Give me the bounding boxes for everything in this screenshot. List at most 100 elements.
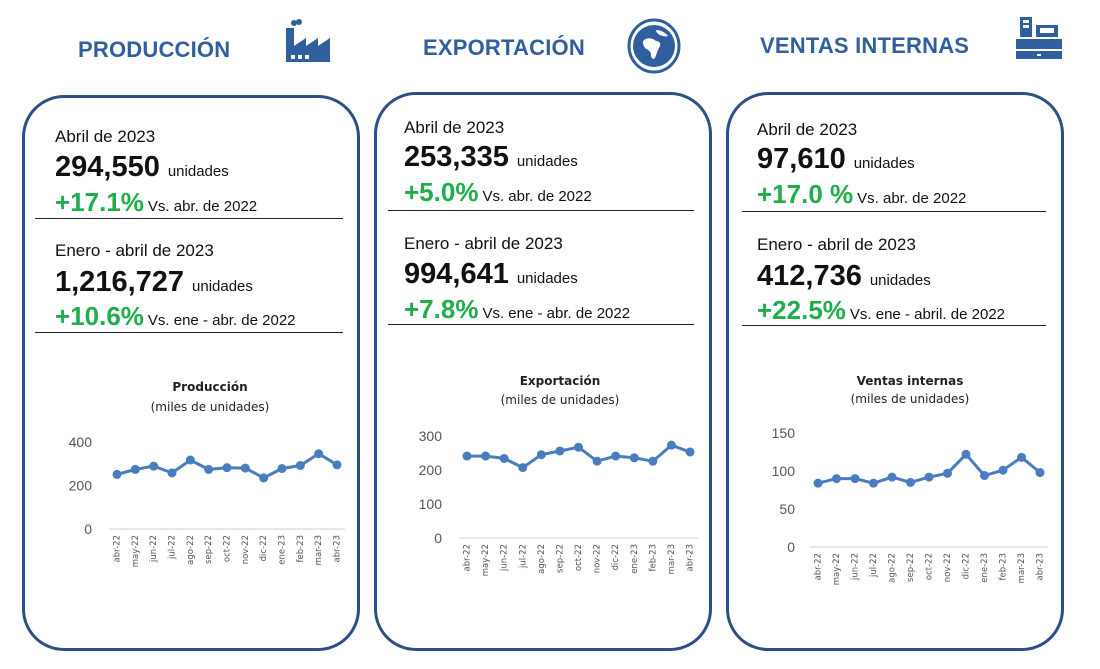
chart-title: Exportación: [520, 374, 601, 388]
x-tick-label: mar-23: [667, 544, 677, 574]
x-tick-label: jun-22: [500, 544, 510, 572]
header-produccion: PRODUCCIÓN: [78, 37, 231, 62]
ytd-change: +22.5% Vs. ene - abril. de 2022: [757, 295, 1006, 325]
x-tick-label: oct-22: [574, 544, 584, 571]
ytd-value: 994,641 unidades: [404, 258, 578, 290]
month-value: 253,335 unidades: [404, 141, 578, 173]
x-tick-label: may-22: [481, 544, 491, 576]
ytd-value: 1,216,727 unidades: [55, 266, 253, 298]
divider: [388, 210, 694, 211]
x-tick-label: abr-23: [1036, 553, 1046, 580]
x-tick-label: sep-22: [204, 535, 214, 564]
ytd-label: Enero - abril de 2023: [55, 241, 214, 260]
x-tick-label: jul-22: [168, 535, 178, 560]
data-point: [314, 449, 324, 459]
x-tick-label: abr-22: [463, 544, 473, 571]
y-tick-label: 400: [69, 434, 93, 450]
x-tick-label: feb-23: [648, 544, 658, 572]
x-tick-label: ago-22: [186, 535, 196, 565]
panel-produccion: [22, 95, 360, 651]
data-point: [592, 456, 602, 466]
data-point: [222, 463, 232, 473]
data-point: [332, 460, 342, 470]
data-point: [240, 463, 250, 473]
x-tick-label: dic-22: [611, 544, 621, 570]
ytd-label: Enero - abril de 2023: [404, 234, 563, 253]
x-tick-label: mar-23: [314, 535, 324, 565]
month-change: +5.0% Vs. abr. de 2022: [404, 177, 592, 207]
x-tick-label: ago-22: [537, 544, 547, 574]
data-point: [277, 464, 287, 474]
x-tick-label: oct-22: [925, 553, 935, 580]
header-ventas-internas: VENTAS INTERNAS: [760, 33, 970, 58]
y-tick-label: 100: [772, 463, 796, 479]
data-point: [887, 472, 897, 482]
chart-ventas-internas: Ventas internas (miles de unidades) 0 50 100…: [772, 374, 1048, 585]
data-point: [961, 449, 971, 459]
x-tick-label: abr-23: [333, 535, 343, 562]
x-tick-label: feb-23: [999, 553, 1009, 581]
x-tick-label: abr-22: [113, 535, 123, 562]
month-label: Abril de 2023: [404, 118, 505, 137]
divider: [35, 332, 343, 333]
x-tick-label: mar-23: [1017, 553, 1027, 583]
month-value: 97,610 unidades: [757, 143, 915, 175]
x-tick-label: ene-23: [630, 544, 640, 574]
x-tick-label: feb-23: [296, 535, 306, 563]
data-point: [666, 440, 676, 450]
x-tick-label: dic-22: [259, 535, 269, 561]
x-tick-label: nov-22: [943, 553, 953, 582]
month-value: 294,550 unidades: [55, 151, 229, 183]
divider: [742, 325, 1046, 326]
x-tick-label: jul-22: [869, 553, 879, 578]
x-tick-label: ene-23: [980, 553, 990, 583]
chart-title: Producción: [172, 380, 247, 394]
chart-exportacion: Exportación (miles de unidades) 0 100 200 300…: [419, 374, 698, 576]
data-point: [998, 465, 1008, 475]
month-change: +17.0 % Vs. abr. de 2022: [757, 179, 967, 209]
panel-exportacion: [374, 92, 712, 651]
x-tick-label: abr-23: [686, 544, 696, 571]
y-tick-label: 200: [69, 478, 93, 494]
cash-register-icon: [1016, 17, 1062, 59]
y-tick-label: 150: [772, 425, 796, 441]
data-point: [481, 451, 491, 461]
divider: [742, 211, 1046, 212]
y-tick-label: 0: [434, 530, 442, 546]
data-point: [850, 474, 860, 484]
data-point: [648, 456, 658, 466]
chart-produccion: Producción (miles de unidades) 0 200 400 abr-…: [69, 380, 345, 567]
data-point: [149, 461, 159, 471]
data-point: [906, 477, 915, 487]
y-tick-label: 0: [787, 539, 795, 555]
data-point: [112, 469, 122, 479]
data-point: [943, 468, 952, 478]
chart-subtitle: (miles de unidades): [151, 400, 270, 414]
ytd-change: +10.6% Vs. ene - abr. de 2022: [55, 301, 296, 331]
data-point: [813, 478, 823, 488]
x-tick-label: jun-22: [149, 535, 159, 563]
data-point: [1035, 468, 1045, 478]
x-tick-label: ene-23: [278, 535, 288, 565]
y-tick-label: 50: [779, 501, 795, 517]
data-point: [295, 460, 305, 470]
ytd-change: +7.8% Vs. ene - abr. de 2022: [404, 294, 631, 324]
x-tick-label: ago-22: [888, 553, 898, 583]
y-tick-label: 0: [84, 521, 92, 537]
y-tick-label: 100: [419, 496, 443, 512]
panel-ventas-internas: [726, 92, 1064, 651]
x-tick-label: oct-22: [223, 535, 233, 562]
data-point: [685, 447, 695, 457]
data-point: [259, 473, 269, 483]
header-exportacion: EXPORTACIÓN: [423, 35, 585, 60]
data-point: [980, 471, 989, 481]
data-point: [462, 451, 472, 461]
x-tick-label: jun-22: [851, 553, 861, 581]
data-point: [130, 464, 140, 474]
data-point: [924, 472, 934, 482]
data-point: [629, 453, 639, 463]
data-point: [518, 463, 528, 473]
month-label: Abril de 2023: [55, 127, 156, 146]
data-point: [499, 453, 509, 463]
